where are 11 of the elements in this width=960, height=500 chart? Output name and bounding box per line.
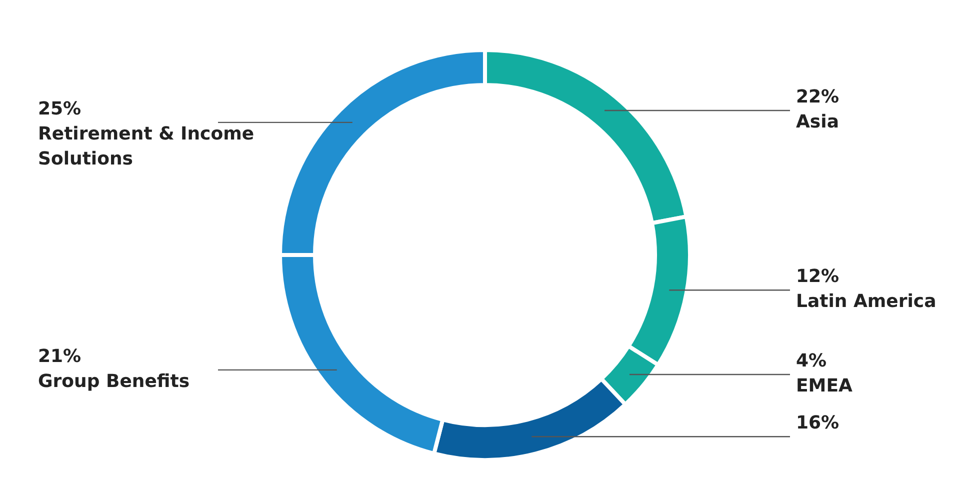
slice-label: EMEA bbox=[796, 376, 853, 397]
data-label: 22% bbox=[796, 86, 840, 108]
slice-label: Latin America bbox=[796, 291, 936, 312]
data-label: 25% bbox=[38, 98, 82, 120]
data-label: 21% bbox=[38, 346, 82, 367]
data-label: 4% bbox=[796, 350, 827, 372]
data-label: 16% bbox=[796, 412, 840, 434]
slice-label: Retirement & Income Solutions bbox=[38, 123, 254, 170]
slice-label: Asia bbox=[796, 112, 839, 133]
slice-label: Group Benefits bbox=[38, 370, 190, 392]
data-label: 12% bbox=[796, 266, 840, 288]
